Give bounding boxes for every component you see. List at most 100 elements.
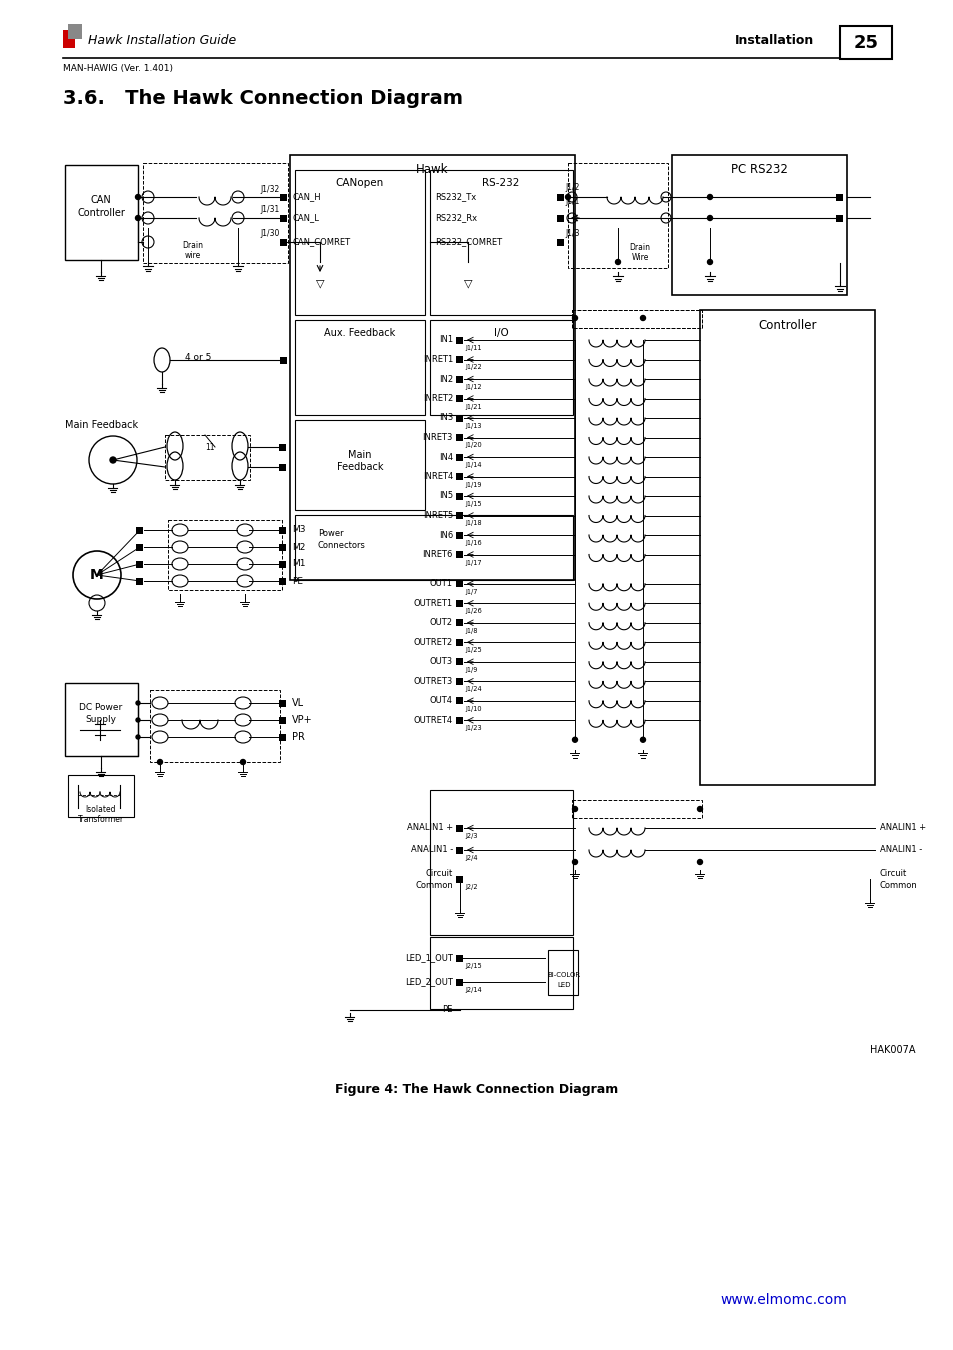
Text: Circuit: Circuit — [425, 869, 453, 879]
Bar — [836, 193, 842, 201]
Bar — [136, 560, 143, 567]
Bar — [430, 790, 573, 936]
Bar — [557, 215, 564, 221]
Text: IN6: IN6 — [438, 531, 453, 540]
Bar — [547, 950, 578, 995]
Bar — [456, 356, 463, 363]
Circle shape — [697, 860, 701, 864]
Text: ANALIN1 -: ANALIN1 - — [879, 845, 922, 855]
Bar — [279, 578, 286, 585]
Text: J1/16: J1/16 — [464, 540, 481, 545]
Bar — [557, 193, 564, 201]
Text: 25: 25 — [853, 34, 878, 53]
Text: ▽: ▽ — [463, 278, 472, 288]
Text: J1/22: J1/22 — [464, 364, 481, 370]
Text: J1/15: J1/15 — [464, 501, 481, 508]
Text: PE: PE — [292, 576, 303, 586]
Text: ANALIN1 -: ANALIN1 - — [411, 845, 453, 855]
Bar — [567, 163, 667, 269]
Bar — [143, 163, 288, 263]
Bar — [279, 463, 286, 471]
Text: INRET6: INRET6 — [422, 549, 453, 559]
Text: J1/10: J1/10 — [464, 706, 481, 711]
Bar — [294, 320, 424, 414]
Text: J1/30: J1/30 — [260, 230, 279, 239]
Text: Figure 4: The Hawk Connection Diagram: Figure 4: The Hawk Connection Diagram — [335, 1084, 618, 1096]
Text: J1/21: J1/21 — [464, 404, 481, 409]
Text: Isolated: Isolated — [86, 806, 116, 814]
Text: J1/23: J1/23 — [464, 725, 481, 732]
Circle shape — [572, 737, 577, 742]
Text: CAN_L: CAN_L — [293, 213, 319, 223]
Bar — [572, 801, 701, 818]
Text: OUTRET3: OUTRET3 — [414, 676, 453, 686]
Text: J1/17: J1/17 — [464, 559, 481, 566]
Text: ▽: ▽ — [315, 278, 324, 288]
Bar — [671, 155, 846, 296]
Text: RS-232: RS-232 — [482, 178, 519, 188]
Text: Installation: Installation — [734, 35, 814, 47]
Bar — [456, 639, 463, 645]
Bar — [65, 165, 138, 261]
Bar — [294, 420, 424, 510]
Circle shape — [707, 194, 712, 200]
Circle shape — [110, 458, 116, 463]
Text: IN5: IN5 — [438, 491, 453, 501]
Text: INRET5: INRET5 — [422, 512, 453, 520]
Bar — [280, 239, 287, 246]
Bar — [165, 435, 250, 481]
Bar — [279, 526, 286, 533]
Text: J1/3: J1/3 — [564, 228, 578, 238]
Text: PE: PE — [442, 1006, 453, 1014]
Text: HAK007A: HAK007A — [869, 1045, 915, 1054]
Text: M2: M2 — [292, 543, 305, 552]
Circle shape — [565, 194, 570, 200]
Bar — [840, 26, 891, 59]
Circle shape — [157, 760, 162, 764]
Bar — [456, 551, 463, 558]
Text: CAN_COMRET: CAN_COMRET — [293, 238, 351, 247]
Bar — [294, 514, 573, 580]
Text: PC RS232: PC RS232 — [730, 163, 787, 176]
Text: CAN_H: CAN_H — [293, 193, 321, 201]
Bar — [700, 310, 874, 784]
Bar — [456, 825, 463, 832]
Circle shape — [572, 860, 577, 864]
Text: DC Power: DC Power — [79, 702, 123, 711]
Bar — [456, 954, 463, 961]
Text: Common: Common — [879, 880, 917, 890]
Bar — [68, 24, 82, 39]
Text: IN3: IN3 — [438, 413, 453, 423]
Text: J1/31: J1/31 — [260, 205, 279, 215]
Bar — [456, 876, 463, 883]
Bar — [68, 775, 133, 817]
Bar — [136, 578, 143, 585]
Bar — [136, 526, 143, 533]
Text: OUT3: OUT3 — [430, 657, 453, 667]
Text: Main Feedback: Main Feedback — [65, 420, 138, 431]
Text: J1/24: J1/24 — [464, 686, 481, 693]
Text: J1/25: J1/25 — [464, 647, 481, 653]
Text: Hawk: Hawk — [416, 163, 448, 176]
Text: MAN-HAWIG (Ver. 1.401): MAN-HAWIG (Ver. 1.401) — [63, 63, 172, 73]
Bar — [279, 544, 286, 551]
Text: M: M — [90, 568, 104, 582]
Text: M1: M1 — [292, 559, 305, 568]
Text: Supply: Supply — [86, 714, 116, 724]
Text: J1/7: J1/7 — [464, 589, 477, 595]
Bar — [136, 544, 143, 551]
Text: Hawk Installation Guide: Hawk Installation Guide — [88, 35, 236, 47]
Text: RS232_COMRET: RS232_COMRET — [435, 238, 501, 247]
Bar — [456, 620, 463, 626]
Text: J1/11: J1/11 — [464, 346, 481, 351]
Text: J1/14: J1/14 — [464, 462, 481, 468]
Bar — [456, 678, 463, 684]
Text: INRET3: INRET3 — [422, 433, 453, 441]
Text: J2/15: J2/15 — [464, 963, 481, 969]
Bar — [279, 733, 286, 741]
Circle shape — [240, 760, 245, 764]
Bar — [557, 239, 564, 246]
Bar — [572, 310, 701, 328]
Bar — [294, 170, 424, 315]
Bar — [456, 599, 463, 606]
